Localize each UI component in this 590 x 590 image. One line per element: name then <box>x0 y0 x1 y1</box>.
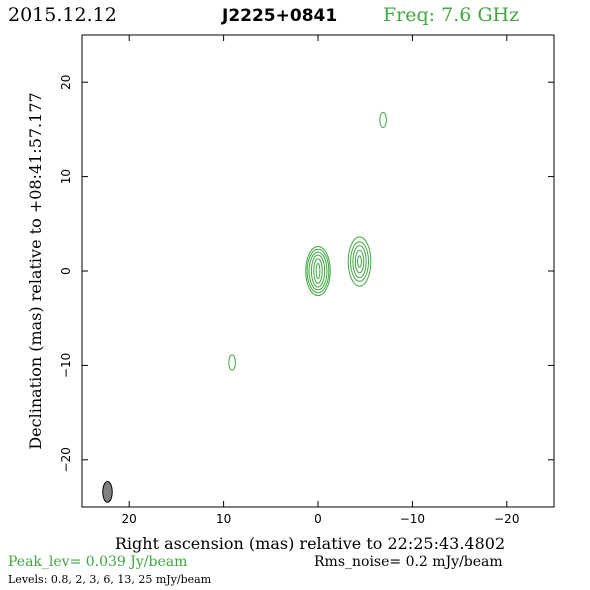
contour-knot-lower-level-1 <box>228 354 236 371</box>
contour-knot-upper-level-1 <box>379 111 387 129</box>
observation-date: 2015.12.12 <box>8 4 117 26</box>
y-tick-label: 10 <box>59 169 73 184</box>
contour-core-level-3 <box>310 254 326 288</box>
source-name: J2225+0841 <box>221 6 337 26</box>
axis-ticks <box>82 35 554 507</box>
x-tick-label: −10 <box>400 512 425 526</box>
x-axis-label: Right ascension (mas) relative to 22:25:… <box>115 534 505 553</box>
x-tick-label: 20 <box>122 512 137 526</box>
y-tick-labels: 20 10 0 −10 −20 <box>59 75 73 473</box>
contour-core-level-4 <box>308 251 328 291</box>
contour-layer <box>228 111 387 371</box>
contour-core-level-5 <box>306 248 330 294</box>
contour-jet-level-1 <box>357 255 362 268</box>
contour-jet-level-5 <box>347 236 372 287</box>
contour-jet-level-3 <box>352 245 367 279</box>
peak-level: Peak_lev= 0.039 Jy/beam <box>8 554 187 570</box>
x-tick-labels: 20 10 0 −10 −20 <box>122 512 520 526</box>
x-tick-label: 0 <box>314 512 322 526</box>
frequency-label: Freq: 7.6 GHz <box>383 4 519 26</box>
contour-jet-level-4 <box>350 241 370 282</box>
y-tick-label: −10 <box>59 353 73 378</box>
rms-noise: Rms_noise= 0.2 mJy/beam <box>314 554 503 570</box>
contour-core-level-1 <box>315 262 321 280</box>
contour-core-level-6 <box>305 245 331 297</box>
contour-jet-level-2 <box>354 249 365 274</box>
contour-core-level-2 <box>313 258 323 284</box>
y-axis-label: Declination (mas) relative to +08:41:57.… <box>26 92 45 449</box>
x-tick-label: −20 <box>494 512 519 526</box>
y-tick-label: −20 <box>59 447 73 472</box>
beam-ellipse <box>102 481 113 503</box>
plot-frame <box>81 34 555 508</box>
x-tick-label: 10 <box>216 512 231 526</box>
y-tick-label: 20 <box>59 75 73 90</box>
y-tick-label: 0 <box>59 267 73 275</box>
contour-levels: Levels: 0.8, 2, 3, 6, 13, 25 mJy/beam <box>8 573 212 586</box>
